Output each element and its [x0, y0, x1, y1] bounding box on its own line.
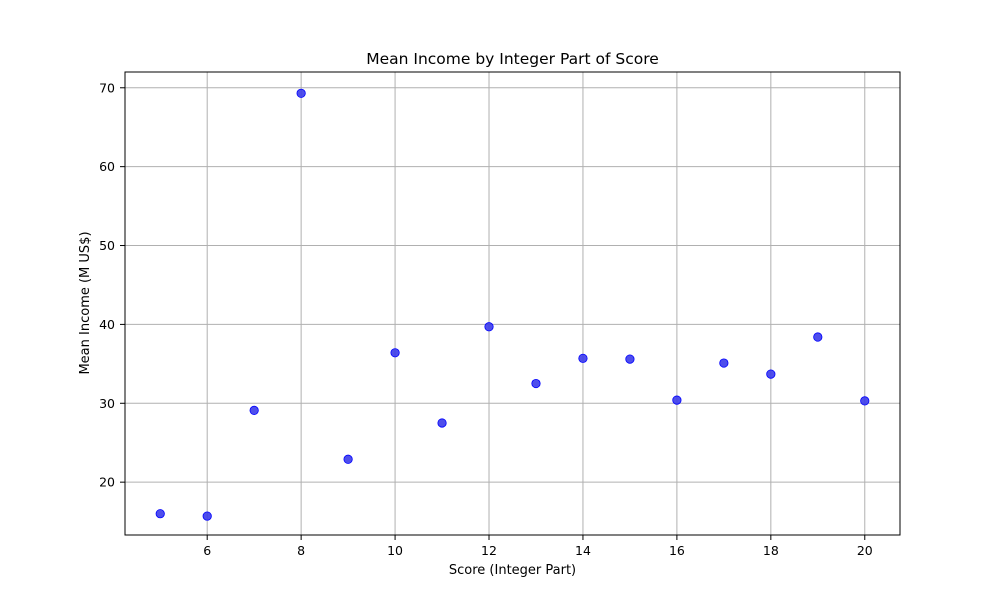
y-tick-label: 30 — [99, 396, 115, 411]
data-point — [437, 418, 447, 428]
data-point — [766, 369, 776, 379]
data-point — [531, 378, 541, 389]
data-point — [860, 396, 870, 406]
y-tick-label: 50 — [99, 238, 115, 253]
data-point — [202, 511, 212, 521]
data-points — [155, 88, 870, 521]
data-point — [625, 354, 635, 364]
data-point — [672, 395, 682, 405]
x-tick-label: 10 — [387, 543, 403, 558]
data-point — [296, 88, 306, 98]
x-tick-label: 20 — [857, 543, 873, 558]
data-point — [813, 332, 823, 342]
x-tick-label: 16 — [669, 543, 685, 558]
x-tick-label: 12 — [481, 543, 497, 558]
y-tick-label: 60 — [99, 159, 115, 174]
x-axis-label: Score (Integer Part) — [449, 563, 576, 578]
x-tick-label: 6 — [203, 543, 211, 558]
chart-title: Mean Income by Integer Part of Score — [366, 50, 659, 68]
y-tick-label: 70 — [99, 80, 115, 95]
data-point — [390, 348, 400, 358]
data-point — [343, 454, 353, 464]
y-tick-label: 20 — [99, 475, 115, 490]
x-tick-label: 18 — [763, 543, 779, 558]
data-point — [578, 353, 588, 363]
axis-ticks: 6 8 10 12 14 16 18 20 20 30 40 50 60 70 — [99, 80, 873, 558]
y-axis-label: Mean Income (M US$) — [78, 231, 93, 374]
x-tick-label: 14 — [575, 543, 591, 558]
data-point — [719, 358, 729, 368]
data-point — [484, 322, 494, 332]
plot-area-frame — [124, 71, 901, 536]
y-tick-label: 40 — [99, 317, 115, 332]
x-tick-label: 8 — [297, 543, 305, 558]
data-point — [249, 405, 259, 415]
data-point — [155, 509, 165, 519]
grid — [125, 72, 900, 535]
